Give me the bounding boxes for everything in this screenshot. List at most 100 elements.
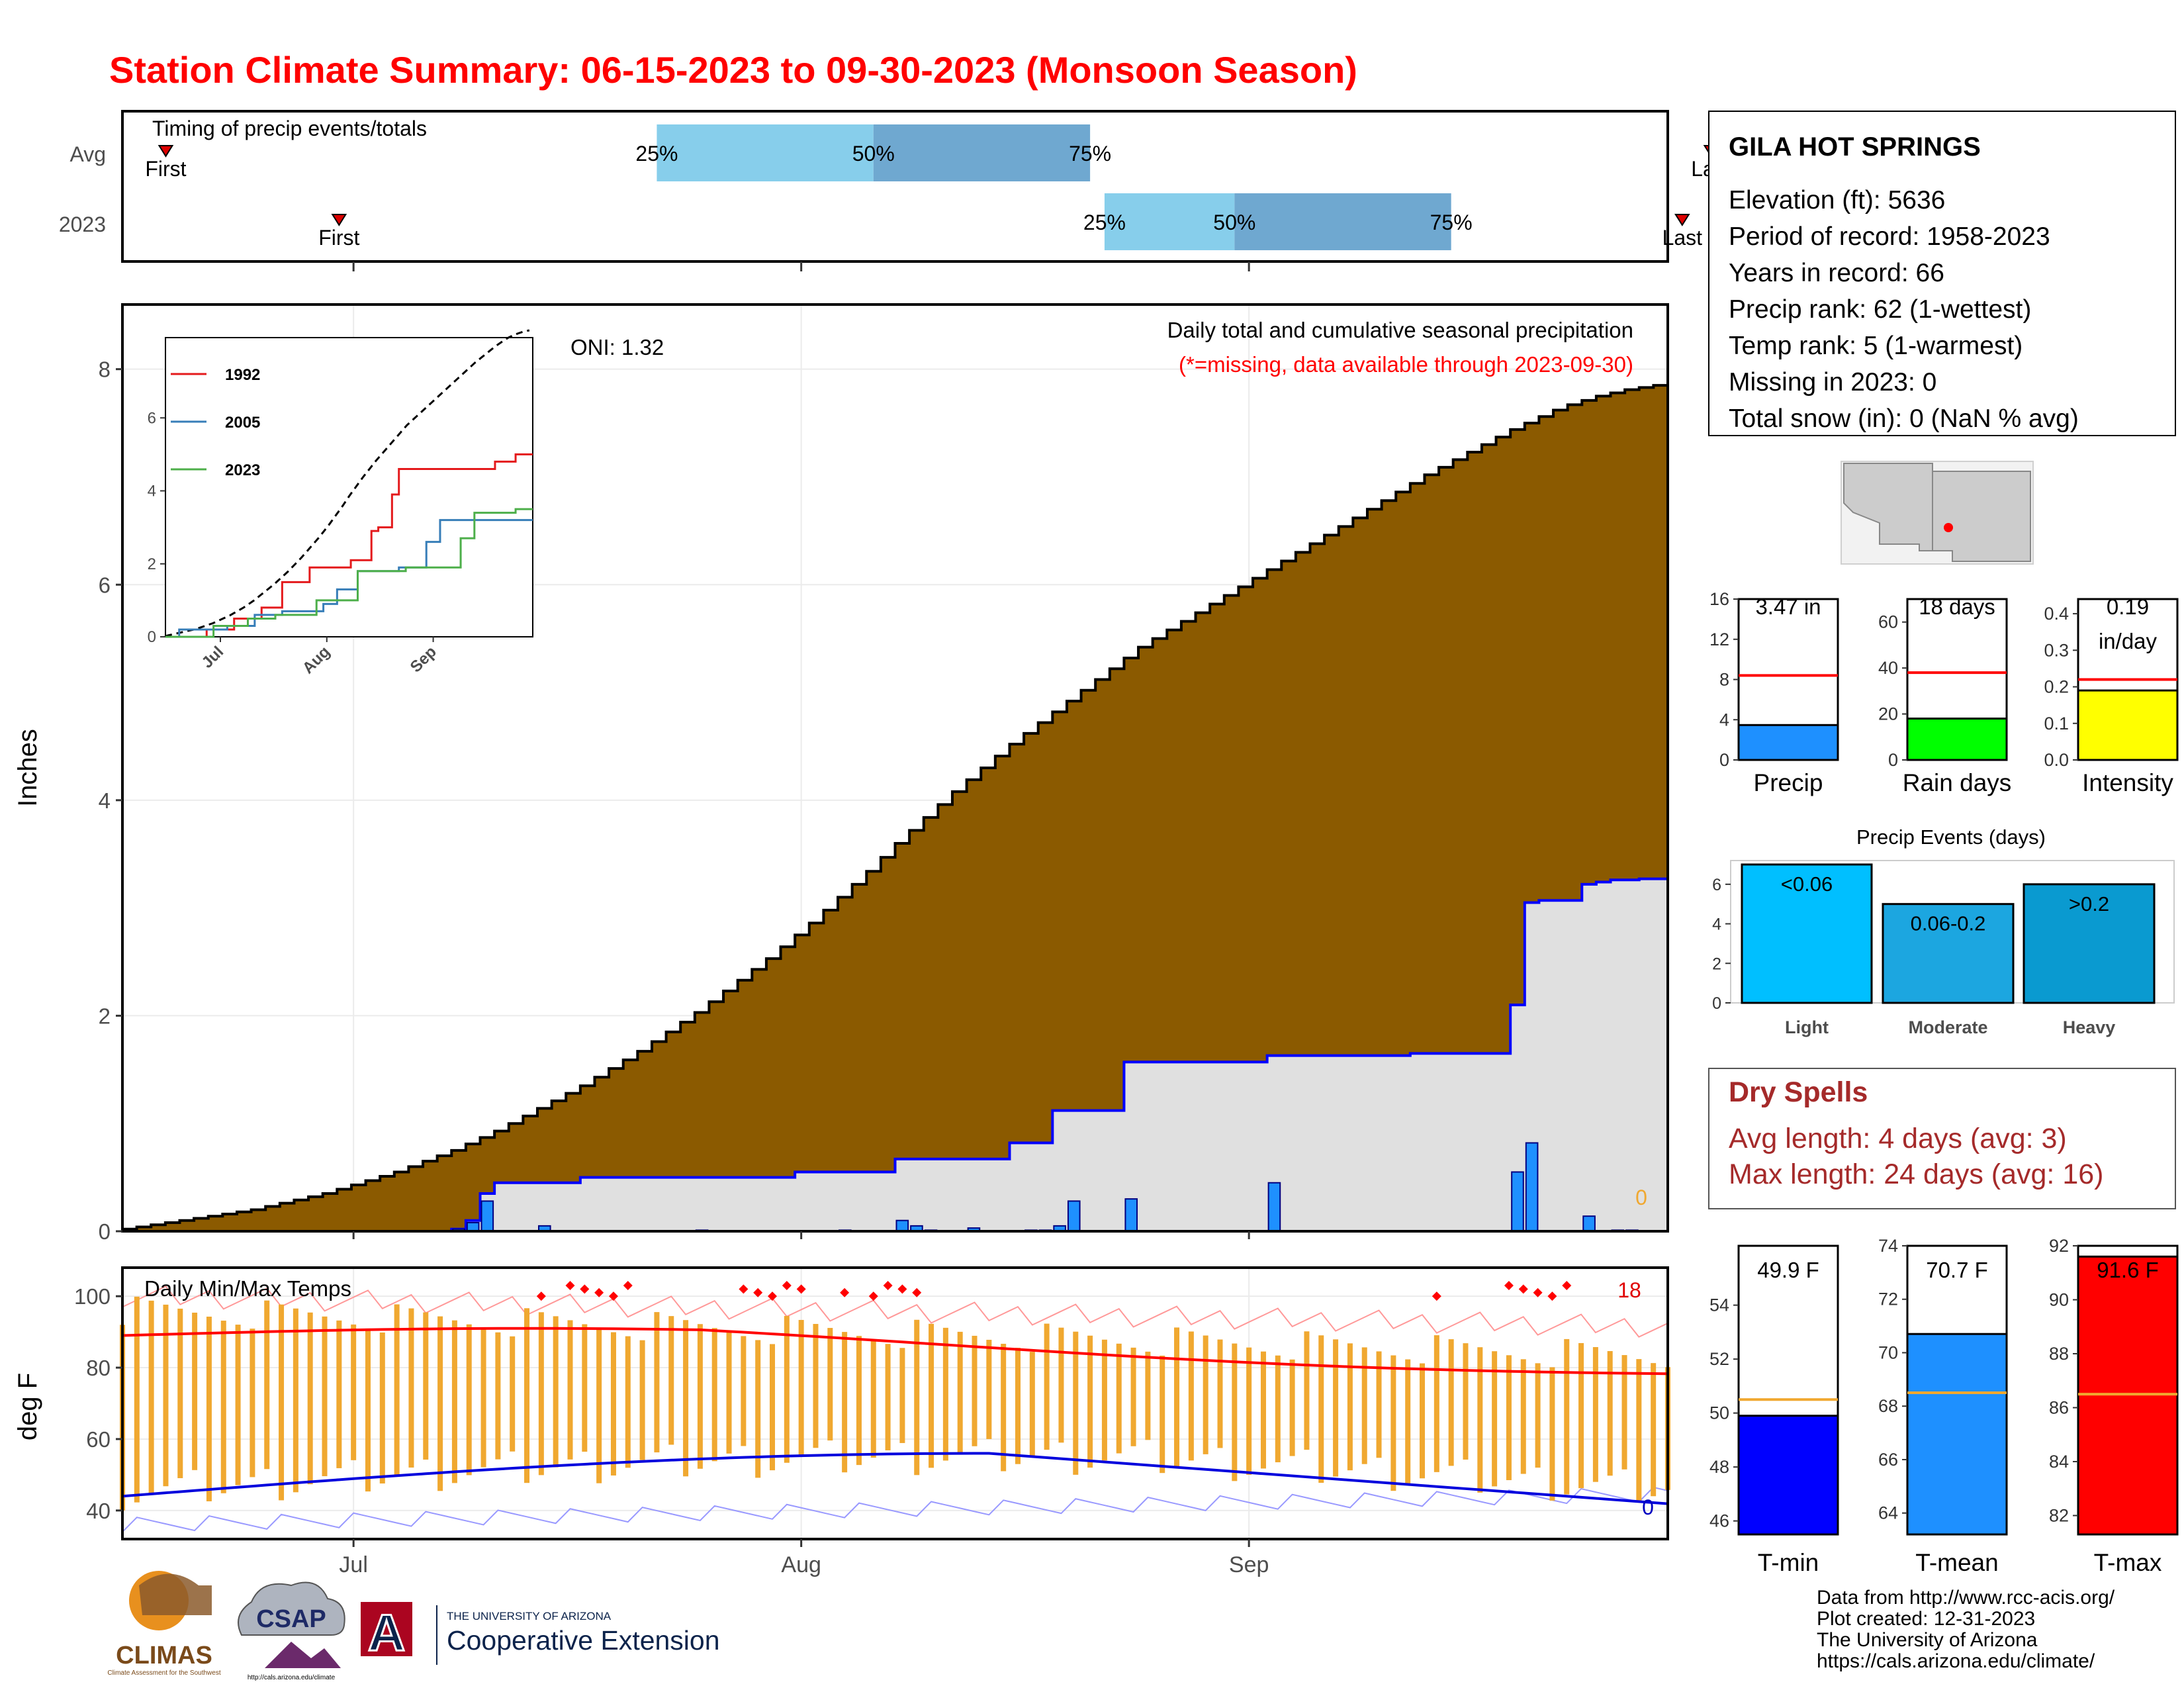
temp-bar-ytick-label: 84 [2049,1452,2069,1472]
daily-temp-bar [1232,1343,1238,1481]
mini-bar-ytick-label: 20 [1878,704,1898,724]
mini-bar-value-label: 18 days [1919,594,1995,619]
precip-ylabel: Inches [13,729,42,807]
avg-cumulative-area [122,385,1668,1231]
daily-temp-bar [1405,1359,1411,1485]
daily-temp-bar [394,1304,400,1476]
daily-temp-bar [1188,1331,1194,1461]
record-high-marker [840,1288,850,1297]
temp-border [121,1266,1669,1540]
daily-temp-bar [510,1336,516,1452]
daily-temp-bar [1101,1339,1107,1461]
daily-temp-bar [1001,1344,1007,1472]
daily-temp-bar [1217,1339,1223,1448]
daily-temp-bar [1333,1339,1339,1477]
avg-cumulative-line [121,384,1668,1231]
event-category-label: Light [1785,1017,1829,1037]
daily-temp-bar [336,1320,342,1468]
mini-bar-ytick-label: 0.1 [2044,714,2069,733]
dry-max-line: Max length: 24 days (avg: 16) [1729,1158,2103,1190]
daily-temp-bar [1463,1343,1469,1460]
daily-temp-bar [596,1328,602,1483]
daily-temp-bar [625,1336,631,1468]
mini-bar-label: Rain days [1903,769,2012,796]
station-line: Total snow (in): 0 (NaN % avg) [1729,404,2079,433]
timing-label: Timing of precip events/totals [152,117,427,140]
temp-bar-label: T-min [1758,1549,1819,1576]
mini-bar-label: Precip [1754,769,1823,796]
footer-line: https://cals.arizona.edu/climate/ [1817,1650,2095,1672]
event-category-label: Heavy [2063,1017,2116,1037]
cumulative-2023-area [122,878,1668,1231]
record-high-marker [897,1284,907,1294]
dry-frame [1708,1068,2176,1209]
missing-count: 0 [1635,1186,1647,1209]
temp-ylabel: deg F [13,1373,42,1440]
daily-temp-bar [1289,1359,1295,1456]
mini-bar-ytick-label: 16 [1709,589,1729,609]
daily-temp-bar [1376,1351,1382,1458]
footer: CLIMAS Climate Assessment for the Southw… [107,1571,2115,1681]
daily-temp-bar [1361,1347,1367,1464]
daily-temp-bar [1203,1335,1208,1454]
csap-logo: CSAP http://cals.arizona.edu/climate [238,1581,345,1681]
record-high-count: 18 [1617,1278,1641,1302]
daily-temp-bar [654,1312,660,1453]
events-ytick-label: 0 [1712,994,1721,1013]
oni-label: ONI: 1.32 [570,335,664,359]
daily-temp-bar [1304,1331,1310,1450]
daily-temp-bar [1246,1347,1252,1475]
daily-temp-bar [885,1344,891,1450]
temp-bar-label: T-max [2094,1549,2162,1576]
daily-temp-bar [1145,1351,1151,1440]
record-high-marker [883,1280,893,1290]
timing-panel: Timing of precip events/totals Avg 2023 … [59,110,1731,271]
daily-temp-bar [639,1340,645,1460]
daily-temp-bar [264,1300,270,1470]
ua-block-a-icon [361,1602,412,1656]
record-high-marker [1432,1291,1441,1301]
record-high-marker [739,1284,749,1294]
daily-temp-bar [538,1312,544,1476]
event-range-label: 0.06-0.2 [1911,912,1986,935]
daily-temp-bar [942,1327,948,1461]
mini-bar-ytick-label: 0.0 [2044,750,2069,770]
mini-bar-ytick-label: 0.3 [2044,640,2069,660]
daily-temp-bar [899,1348,905,1443]
mini-bar-ytick-label: 0 [1888,750,1898,770]
record-high-marker [536,1291,546,1301]
mini-bar-value [2077,689,2179,761]
station-name: GILA HOT SPRINGS [1729,132,1981,162]
mini-bar-ytick-label: 60 [1878,612,1898,632]
daily-temp-bar [307,1312,313,1485]
daily-temp-bar [250,1329,255,1477]
record-high-marker [796,1284,806,1294]
temp-ytick-label: 40 [86,1499,111,1523]
daily-temp-bar [1492,1351,1498,1487]
station-line: Years in record: 66 [1729,259,1944,287]
timing-pct-label: 75% [1430,211,1473,234]
mini-bar-ytick-label: 0.2 [2044,677,2069,697]
climas-shape-icon [139,1573,212,1615]
precip-ytick-label: 2 [99,1004,111,1028]
daily-temp-bar [798,1319,804,1456]
daily-temp-bar [683,1320,689,1477]
event-category-label: Moderate [1908,1017,1987,1037]
daily-temp-bar [192,1312,198,1470]
daily-temp-bar [1477,1347,1483,1493]
daily-temp-bar [770,1344,776,1471]
csap-cloud-icon [238,1581,345,1636]
temp-bar-value-label: 91.6 F [2097,1258,2159,1282]
precip-ytick-label: 0 [99,1219,111,1244]
temp-xtick-label: Sep [1229,1552,1269,1577]
record-high-marker [753,1288,763,1297]
first-marker-icon [331,214,347,226]
daily-temp-bar [697,1324,703,1469]
daily-temp-bar [567,1320,573,1460]
daily-temp-bar [148,1300,154,1495]
daily-temp-bar [1520,1359,1526,1474]
mini-bar-value [1737,724,1839,761]
mini-bar-value [1906,718,2008,761]
timing-row-2023: 2023 [59,212,106,236]
